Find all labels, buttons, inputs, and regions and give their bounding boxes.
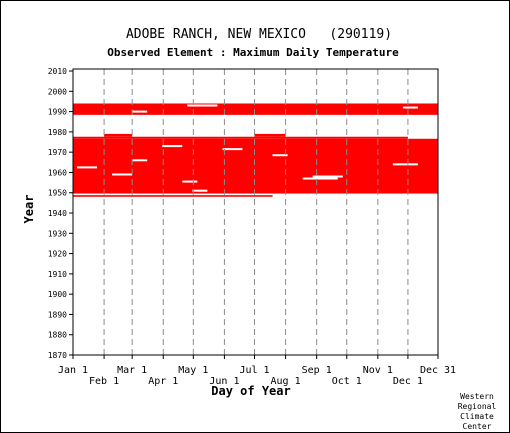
x-tick-label: Sep 1 (302, 365, 332, 376)
observed-period-1 (73, 138, 438, 194)
credit-block: Western Regional Climate Center (458, 392, 497, 431)
x-tick-label: Jun 1 (209, 376, 239, 387)
observed-period-5 (73, 103, 438, 115)
missing-streak-10 (162, 145, 183, 148)
x-tick-label: May 1 (178, 365, 208, 376)
missing-streak-8 (272, 154, 288, 157)
y-tick-label: 1880 (48, 331, 67, 340)
y-axis: 1870 1880 1890 1900 1910 1920 1930 1940 1950 1960… (48, 67, 73, 360)
y-tick-label: 1990 (48, 108, 67, 117)
credit-line-2: Regional (458, 402, 497, 411)
missing-streak-9 (222, 148, 243, 151)
y-tick-label: 1960 (48, 168, 67, 177)
x-tick-label: Aug 1 (271, 376, 301, 387)
missing-streak-6 (392, 163, 418, 166)
credit-line-1: Western (460, 392, 494, 401)
y-tick-label: 1940 (48, 209, 67, 218)
x-tick-label: Nov 1 (363, 365, 393, 376)
y-tick-label: 1890 (48, 310, 67, 319)
credit-line-3: Climate (460, 412, 494, 421)
observed-period-2 (73, 136, 408, 139)
x-tick-label: Dec 1 (393, 376, 423, 387)
missing-streak-5 (77, 166, 98, 169)
y-tick-label: 1950 (48, 189, 67, 198)
x-tick-label: Dec 31 (420, 365, 456, 376)
data-layer (73, 103, 438, 197)
y-tick-label: 1970 (48, 148, 67, 157)
observed-period-3 (104, 133, 133, 137)
chart-title: ADOBE RANCH, NEW MEXICO (290119) (126, 27, 392, 42)
missing-streak-12 (187, 104, 218, 107)
missing-streak-3 (312, 175, 343, 178)
missing-streak-13 (402, 106, 418, 109)
y-tick-label: 1930 (48, 229, 67, 238)
y-tick-label: 1900 (48, 290, 67, 299)
y-tick-label: 1980 (48, 128, 67, 137)
missing-streak-0 (192, 189, 208, 192)
y-tick-label: 1910 (48, 270, 67, 279)
credit-line-4: Center (463, 422, 492, 431)
observed-period-0 (73, 195, 273, 197)
missing-streak-2 (302, 177, 338, 180)
y-tick-label: 2010 (48, 67, 67, 76)
missing-streak-11 (132, 110, 148, 113)
y-tick-label: 1870 (48, 351, 67, 360)
x-tick-label: Apr 1 (148, 376, 178, 387)
x-tick-label: Jul 1 (239, 365, 269, 376)
x-tick-label: Jan 1 (58, 365, 88, 376)
x-tick-label: Oct 1 (332, 376, 362, 387)
x-tick-label: Mar 1 (117, 365, 147, 376)
observed-period-4 (254, 133, 286, 137)
x-tick-label: Feb 1 (89, 376, 119, 387)
chart-subtitle: Observed Element : Maximum Daily Tempera… (107, 46, 399, 59)
missing-streak-1 (182, 180, 198, 183)
y-axis-title: Year (22, 195, 36, 224)
grid-layer (103, 69, 409, 355)
missing-streak-4 (112, 173, 133, 176)
plot-area-border (72, 68, 439, 356)
y-tick-label: 2000 (48, 87, 67, 96)
x-axis-title: Day of Year (211, 384, 290, 398)
y-tick-label: 1920 (48, 250, 67, 259)
missing-streak-7 (132, 159, 148, 162)
